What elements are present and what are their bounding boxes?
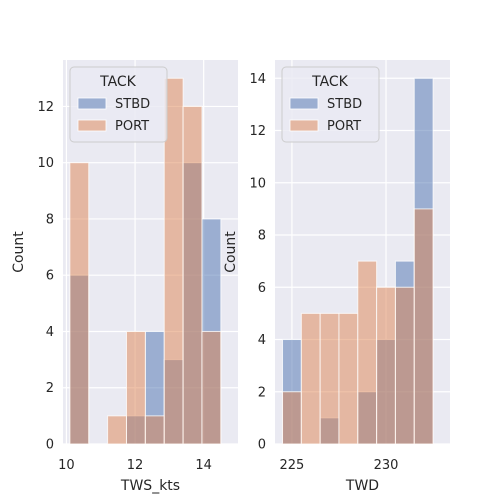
legend: TACK STBD PORT — [281, 66, 380, 143]
y-tick-label: 12 — [37, 100, 54, 115]
y-tick-label: 4 — [46, 325, 54, 340]
legend-title: TACK — [311, 74, 349, 90]
bar-port — [144, 415, 165, 444]
x-tick-label: 14 — [195, 458, 212, 473]
x-axis-label: TWD — [345, 478, 379, 494]
bars — [69, 77, 222, 444]
legend-swatch-stbd — [289, 97, 319, 110]
y-tick-label: 6 — [258, 281, 266, 296]
y-tick-label: 0 — [46, 438, 54, 453]
y-tick-label: 4 — [258, 333, 266, 348]
y-tick-label: 12 — [249, 124, 266, 139]
bars — [282, 77, 434, 444]
legend-swatch-stbd — [77, 97, 107, 110]
y-tick-label: 10 — [249, 176, 266, 191]
bar-port — [201, 330, 222, 444]
legend-swatch-port — [289, 119, 319, 132]
y-axis-label: Count — [223, 231, 239, 273]
bar-port — [357, 260, 378, 444]
bar-port — [300, 312, 321, 444]
x-tick-label: 12 — [127, 458, 144, 473]
x-axis-label: TWS_kts — [120, 478, 180, 494]
y-tick-label: 10 — [37, 156, 54, 171]
y-tick-label: 2 — [258, 385, 266, 400]
y-tick-label: 6 — [46, 269, 54, 284]
y-tick-label: 8 — [258, 229, 266, 244]
x-tick-label: 10 — [58, 458, 75, 473]
bar-port — [376, 286, 396, 444]
legend-label-port: PORT — [115, 119, 149, 134]
legend-swatch-port — [77, 119, 107, 132]
legend-title: TACK — [99, 74, 137, 90]
x-tick-label: 225 — [280, 458, 305, 473]
y-tick-label: 0 — [258, 438, 266, 453]
chart-panel-1: 0 2 4 6 8 10 12 10 12 14 TWS_kts Count TACK STBD PORT — [11, 60, 238, 494]
bar-port — [338, 312, 359, 444]
bar-port — [413, 208, 434, 444]
legend-label-stbd: STBD — [327, 97, 362, 112]
bar-port — [125, 330, 146, 444]
y-tick-label: 2 — [46, 381, 54, 396]
bar-port — [107, 415, 127, 444]
bar-port — [394, 286, 415, 444]
legend: TACK STBD PORT — [69, 66, 168, 143]
legend-label-port: PORT — [327, 119, 361, 134]
legend-label-stbd: STBD — [115, 97, 150, 112]
y-axis-label: Count — [11, 231, 27, 273]
bar-port — [319, 312, 340, 444]
chart-panel-2: 0 2 4 6 8 10 12 14 225 230 TWD Count TACK STBD PORT — [223, 60, 450, 494]
bar-port — [69, 162, 90, 444]
y-tick-label: 14 — [249, 72, 266, 87]
x-tick-label: 230 — [374, 458, 399, 473]
bar-port — [182, 105, 203, 444]
bar-port — [282, 391, 302, 444]
y-tick-label: 8 — [46, 212, 54, 227]
